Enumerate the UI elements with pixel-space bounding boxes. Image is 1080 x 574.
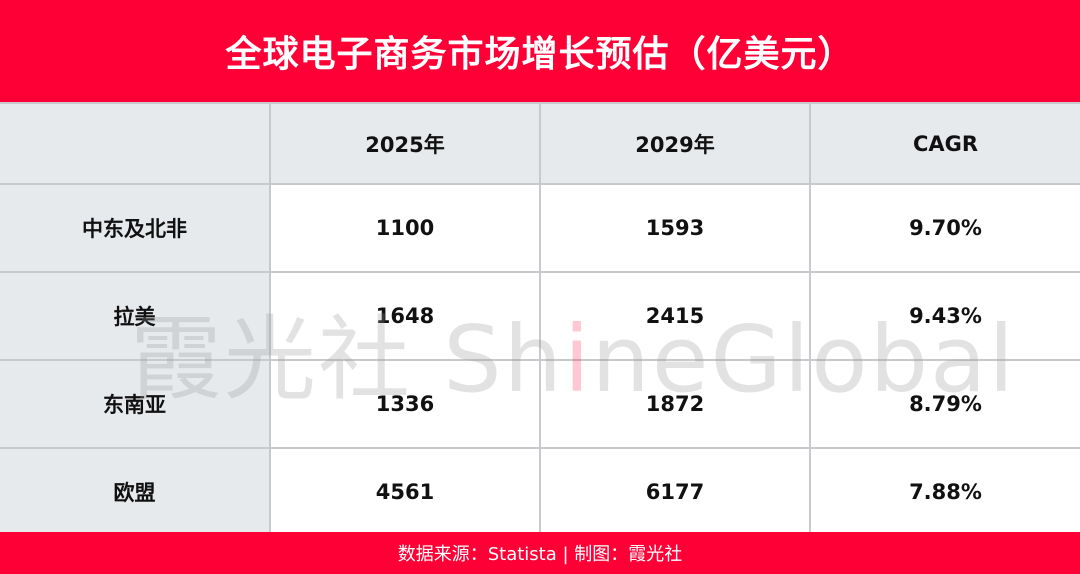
value-2029: 2415 (539, 271, 811, 361)
page-title: 全球电子商务市场增长预估（亿美元） (0, 0, 1080, 102)
table-row: 欧盟 4561 6177 7.88% (0, 447, 1080, 537)
data-table: 2025年 2029年 CAGR 中东及北非 1100 1593 9.70% 拉… (0, 102, 1080, 537)
value-2025: 1100 (269, 183, 541, 273)
value-2029: 6177 (539, 447, 811, 537)
table-header-row: 2025年 2029年 CAGR (0, 102, 1080, 185)
region-cell: 中东及北非 (0, 183, 271, 273)
value-2025: 1648 (269, 271, 541, 361)
table-row: 拉美 1648 2415 9.43% (0, 271, 1080, 361)
region-cell: 东南亚 (0, 359, 271, 449)
value-cagr: 9.70% (809, 183, 1080, 273)
table-row: 东南亚 1336 1872 8.79% (0, 359, 1080, 449)
header-empty (0, 102, 271, 185)
value-2029: 1872 (539, 359, 811, 449)
value-cagr: 8.79% (809, 359, 1080, 449)
region-cell: 欧盟 (0, 447, 271, 537)
header-2025: 2025年 (269, 102, 541, 185)
source-footer: 数据来源：Statista | 制图：霞光社 (0, 532, 1080, 574)
value-cagr: 7.88% (809, 447, 1080, 537)
region-cell: 拉美 (0, 271, 271, 361)
header-2029: 2029年 (539, 102, 811, 185)
header-cagr: CAGR (809, 102, 1080, 185)
value-cagr: 9.43% (809, 271, 1080, 361)
value-2025: 4561 (269, 447, 541, 537)
table-row: 中东及北非 1100 1593 9.70% (0, 183, 1080, 273)
value-2025: 1336 (269, 359, 541, 449)
value-2029: 1593 (539, 183, 811, 273)
